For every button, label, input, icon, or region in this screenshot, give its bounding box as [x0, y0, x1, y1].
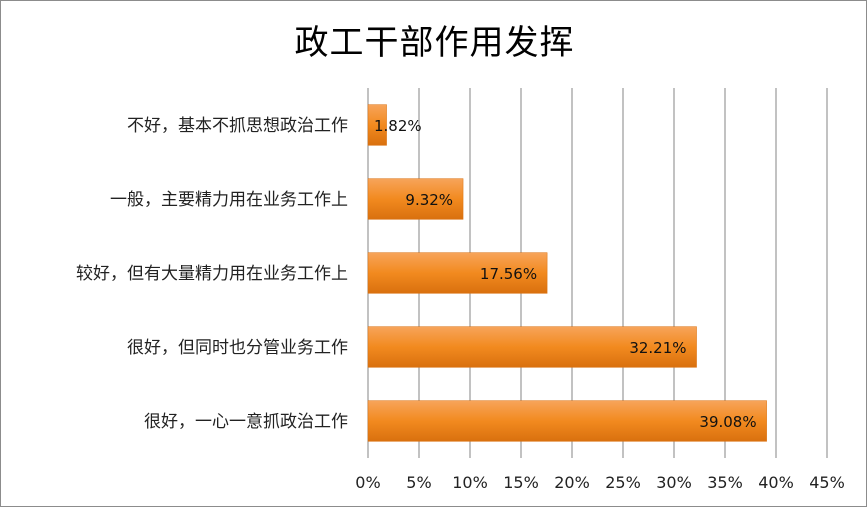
x-tick-label: 20% [554, 473, 590, 492]
labels: 0% 5% 10% 15% 20% 25% 30% 35% 40% 45% 不好，基本不抓思想政治工… [76, 116, 845, 492]
chart-title: 政工干部作用发挥 [294, 23, 575, 63]
x-tick-label: 40% [758, 473, 794, 492]
bar [367, 252, 548, 294]
category-label: 不好，基本不抓思想政治工作 [127, 116, 348, 136]
x-tick-label: 15% [503, 473, 539, 492]
category-label: 一般，主要精力用在业务工作上 [110, 190, 348, 210]
data-label: 1.82% [374, 117, 422, 135]
data-label: 32.21% [629, 339, 686, 357]
data-label: 9.32% [405, 191, 453, 209]
bar [367, 178, 464, 220]
bar [367, 326, 697, 368]
x-tick-label: 30% [656, 473, 692, 492]
x-tick-label: 45% [809, 473, 845, 492]
category-label: 很好，一心一意抓政治工作 [144, 412, 348, 432]
x-tick-label: 10% [452, 473, 488, 492]
category-label: 较好，但有大量精力用在业务工作上 [76, 264, 348, 284]
x-tick-label: 5% [406, 473, 431, 492]
bars [367, 104, 767, 442]
category-label: 很好，但同时也分管业务工作 [127, 338, 348, 358]
data-label: 39.08% [699, 413, 756, 431]
bar [367, 400, 767, 442]
x-tick-label: 25% [605, 473, 641, 492]
x-tick-label: 0% [355, 473, 380, 492]
bar [367, 104, 387, 146]
data-label: 17.56% [480, 265, 537, 283]
x-tick-label: 35% [707, 473, 743, 492]
